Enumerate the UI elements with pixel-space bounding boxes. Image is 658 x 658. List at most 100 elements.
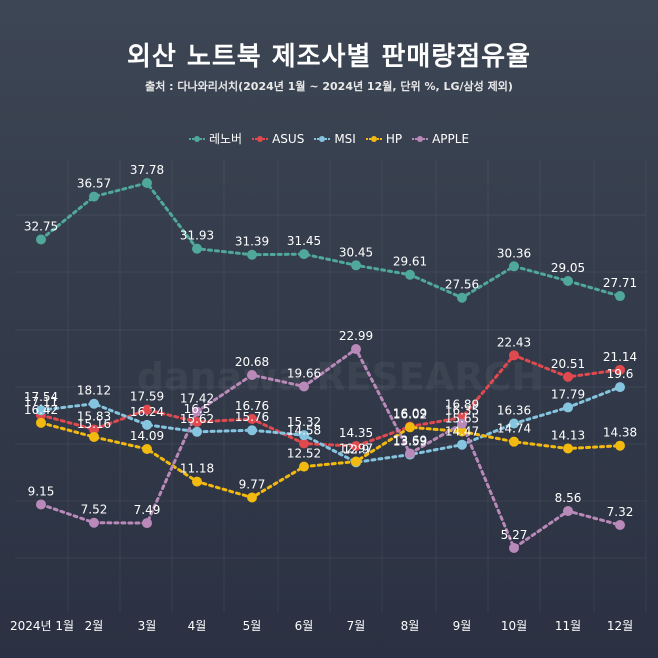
- data-point: [563, 402, 573, 413]
- data-label: 20.51: [551, 357, 585, 371]
- data-point: [299, 381, 309, 392]
- data-label: 14.58: [287, 423, 321, 437]
- data-point: [247, 369, 257, 380]
- data-point: [405, 448, 415, 459]
- data-label: 18.12: [77, 384, 111, 398]
- data-label: 30.36: [497, 246, 531, 260]
- data-label: 20.68: [235, 355, 269, 369]
- data-label: 14.35: [339, 426, 373, 440]
- data-point: [405, 422, 415, 433]
- x-tick-label: 3월: [138, 619, 157, 633]
- data-label: 17.54: [24, 390, 58, 404]
- data-label: 22.43: [497, 335, 531, 349]
- data-point: [615, 364, 625, 375]
- x-tick-label: 12월: [607, 619, 633, 633]
- data-label: 15.16: [77, 417, 111, 431]
- data-label: 14.47: [445, 425, 479, 439]
- data-point: [247, 492, 257, 503]
- data-point: [247, 249, 257, 260]
- data-label: 17.11: [24, 395, 58, 409]
- data-label: 36.57: [77, 177, 111, 191]
- data-point: [299, 249, 309, 260]
- data-label: 7.32: [607, 505, 634, 519]
- legend-item[interactable]: MSI: [314, 130, 356, 147]
- data-label: 11.18: [180, 462, 214, 476]
- data-label: 15.32: [287, 415, 321, 429]
- data-point: [192, 426, 202, 437]
- data-point: [351, 260, 361, 271]
- legend-marker-icon: [314, 134, 331, 144]
- data-point: [36, 405, 46, 416]
- data-point: [351, 344, 361, 355]
- data-point: [192, 406, 202, 417]
- data-label: 27.71: [603, 276, 637, 290]
- data-label: 27.56: [445, 278, 479, 292]
- legend-label: ASUS: [272, 131, 305, 146]
- legend-item[interactable]: HP: [365, 130, 403, 147]
- data-label: 16.89: [445, 398, 479, 412]
- data-label: 16.5: [184, 402, 211, 416]
- data-point: [247, 425, 257, 436]
- data-point: [615, 440, 625, 451]
- series-line-ASUS: [39, 353, 622, 448]
- data-point: [509, 418, 519, 429]
- data-label: 14.38: [603, 426, 637, 440]
- legend-item[interactable]: 레노버: [188, 130, 242, 147]
- data-point: [89, 517, 99, 528]
- data-label: 5.27: [501, 528, 528, 542]
- chart-title: 외산 노트북 제조사별 판매량점유율: [127, 42, 531, 72]
- data-point: [192, 416, 202, 427]
- data-label: 29.61: [393, 255, 427, 269]
- series-line-레노버: [39, 181, 622, 300]
- data-point: [563, 506, 573, 517]
- data-label: 12.9: [343, 442, 370, 456]
- data-label: 17.59: [130, 390, 164, 404]
- data-point: [299, 461, 309, 472]
- data-label: 30.45: [339, 245, 373, 259]
- legend-item[interactable]: APPLE: [412, 130, 469, 147]
- data-label: 31.45: [287, 234, 321, 248]
- data-label: 32.75: [24, 219, 58, 233]
- data-label: 16.24: [130, 405, 164, 419]
- data-label: 37.78: [130, 163, 164, 177]
- data-point: [299, 430, 309, 441]
- legend: 레노버 ASUS MSI HP APPLE: [0, 130, 658, 147]
- x-tick-label: 7월: [347, 619, 366, 633]
- legend-label: HP: [385, 131, 403, 146]
- series-line-APPLE: [39, 346, 622, 551]
- data-label: 19.66: [287, 366, 321, 380]
- data-point: [563, 276, 573, 287]
- legend-marker-icon: [188, 134, 205, 144]
- legend-label: APPLE: [432, 131, 470, 146]
- data-label: 13.59: [393, 435, 427, 449]
- data-point: [89, 191, 99, 202]
- data-label: 7.52: [81, 503, 108, 517]
- data-label: 13.69: [393, 433, 427, 447]
- series-line-HP: [39, 421, 622, 500]
- data-point: [563, 443, 573, 454]
- data-label: 16.02: [393, 407, 427, 421]
- data-point: [142, 443, 152, 454]
- data-point: [36, 234, 46, 245]
- x-tick-label: 11월: [555, 619, 581, 633]
- data-point: [509, 543, 519, 553]
- data-label: 9.77: [239, 477, 266, 491]
- data-point: [192, 476, 202, 487]
- data-label: 14.13: [551, 429, 585, 443]
- x-tick-label: 4월: [188, 619, 207, 633]
- data-label: 16.35: [445, 404, 479, 418]
- x-tick-label: 2월: [85, 619, 104, 633]
- data-point: [89, 431, 99, 442]
- data-label: 12.97: [339, 442, 373, 456]
- data-point: [299, 438, 309, 449]
- data-label: 9.15: [28, 484, 55, 498]
- data-label: 17.79: [551, 387, 585, 401]
- data-label: 14.09: [130, 429, 164, 443]
- data-label: 16.09: [393, 407, 427, 421]
- data-label: 17.42: [180, 392, 214, 406]
- legend-item[interactable]: ASUS: [252, 130, 304, 147]
- data-point: [142, 419, 152, 430]
- data-point: [615, 382, 625, 393]
- data-point: [457, 439, 467, 450]
